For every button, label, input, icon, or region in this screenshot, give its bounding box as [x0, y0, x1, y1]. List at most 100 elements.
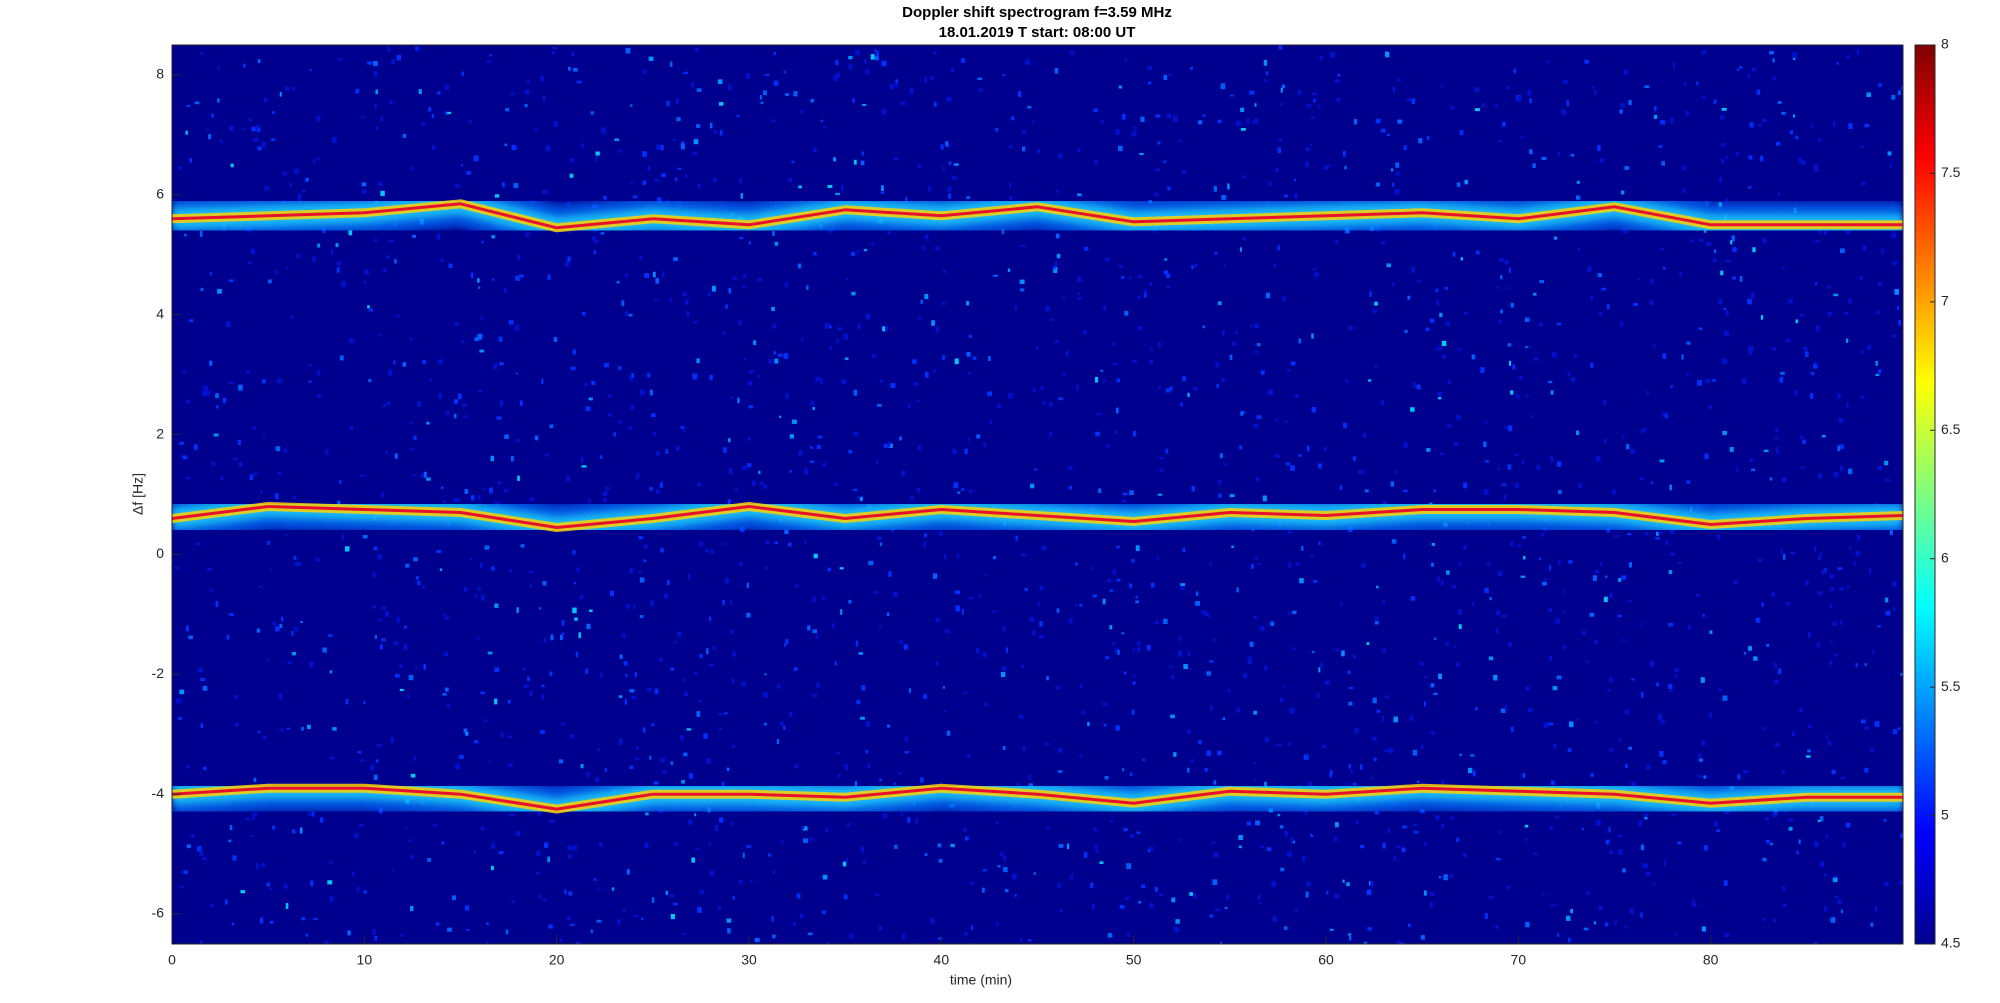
speckle: [1618, 578, 1622, 582]
speckle: [1115, 407, 1119, 414]
speckle: [246, 370, 250, 374]
speckle: [685, 173, 688, 178]
speckle: [1456, 414, 1461, 421]
speckle: [1488, 656, 1494, 661]
speckle: [1431, 562, 1435, 567]
speckle: [1341, 650, 1345, 657]
speckle: [684, 691, 688, 697]
speckle: [1011, 873, 1017, 880]
speckle: [396, 315, 400, 318]
speckle: [1631, 678, 1635, 681]
speckle: [660, 548, 664, 553]
speckle: [1463, 852, 1467, 858]
speckle: [374, 104, 377, 110]
speckle: [870, 54, 875, 60]
speckle: [1444, 286, 1448, 290]
speckle: [738, 320, 742, 326]
speckle: [1121, 113, 1126, 120]
speckle: [229, 825, 233, 831]
speckle: [373, 546, 378, 551]
speckle: [202, 857, 208, 861]
speckle: [1567, 748, 1572, 753]
speckle: [445, 687, 449, 692]
speckle: [1297, 89, 1302, 96]
speckle: [1661, 161, 1666, 166]
speckle: [1292, 647, 1296, 650]
speckle: [1561, 109, 1567, 115]
speckle: [1149, 903, 1154, 909]
speckle: [491, 566, 495, 571]
speckle: [710, 549, 714, 554]
speckle: [1782, 886, 1786, 891]
speckle: [1609, 676, 1613, 683]
speckle: [966, 300, 970, 306]
speckle: [1093, 827, 1097, 832]
speckle: [391, 869, 395, 872]
speckle: [590, 929, 593, 934]
speckle: [1376, 709, 1381, 713]
speckle: [1817, 642, 1820, 648]
speckle: [1609, 850, 1614, 854]
speckle: [368, 308, 374, 312]
speckle: [1438, 673, 1442, 680]
speckle: [852, 98, 855, 103]
speckle: [827, 567, 831, 572]
speckle: [1189, 67, 1194, 70]
speckle: [731, 678, 735, 684]
speckle: [1045, 306, 1050, 312]
speckle: [1009, 182, 1012, 188]
speckle: [211, 113, 214, 118]
speckle: [1336, 97, 1341, 102]
speckle: [1723, 307, 1727, 311]
speckle: [215, 601, 219, 607]
speckle: [1691, 902, 1697, 907]
speckle: [1696, 81, 1699, 86]
speckle: [1829, 660, 1832, 665]
speckle: [1193, 387, 1198, 391]
speckle: [1517, 544, 1521, 548]
speckle: [536, 871, 539, 875]
speckle: [1901, 86, 1903, 91]
speckle: [486, 60, 492, 63]
speckle: [1395, 162, 1400, 168]
speckle: [619, 149, 622, 153]
speckle: [1310, 143, 1313, 146]
speckle: [363, 700, 366, 705]
speckle: [257, 730, 261, 733]
speckle: [1022, 129, 1026, 134]
speckle: [511, 144, 517, 151]
speckle: [1595, 819, 1601, 826]
speckle: [1599, 562, 1603, 566]
speckle: [442, 693, 447, 696]
speckle: [736, 115, 740, 118]
speckle: [593, 878, 597, 881]
speckle: [739, 562, 743, 567]
speckle: [656, 451, 661, 456]
speckle: [676, 117, 681, 122]
speckle: [992, 610, 996, 613]
speckle: [359, 474, 365, 477]
speckle: [191, 833, 195, 838]
speckle: [233, 695, 238, 699]
speckle: [1163, 270, 1169, 275]
speckle: [200, 677, 205, 682]
speckle: [1116, 545, 1120, 549]
speckle: [215, 393, 219, 399]
y-tick-label: 2: [156, 425, 164, 441]
speckle: [1832, 877, 1838, 883]
speckle: [933, 369, 937, 373]
speckle: [1682, 188, 1687, 193]
speckle: [1893, 607, 1896, 612]
speckle: [398, 664, 403, 668]
speckle: [970, 925, 973, 931]
speckle: [518, 274, 524, 278]
speckle: [882, 326, 886, 332]
speckle: [1008, 145, 1013, 149]
speckle: [231, 922, 235, 926]
speckle: [822, 463, 827, 467]
speckle: [177, 166, 182, 170]
speckle: [289, 182, 292, 187]
speckle: [907, 817, 911, 823]
speckle: [772, 870, 775, 875]
speckle: [1501, 614, 1507, 618]
